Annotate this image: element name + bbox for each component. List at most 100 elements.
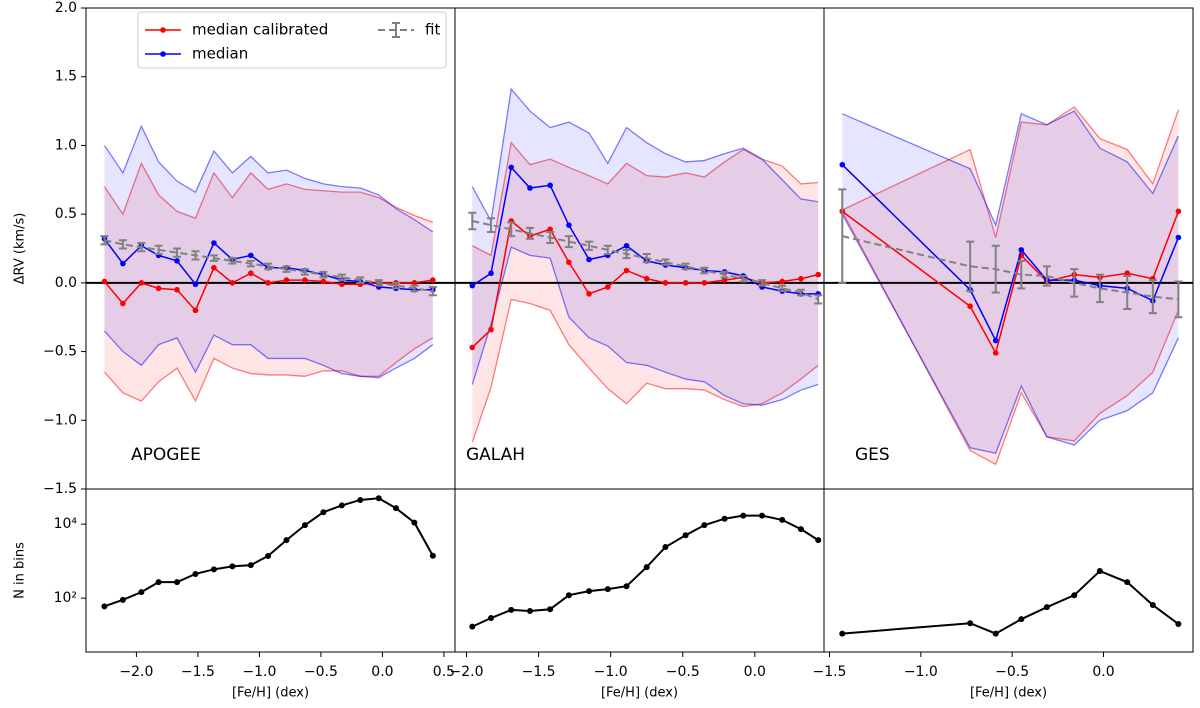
- count-point: [429, 552, 436, 559]
- count-point: [662, 544, 669, 551]
- error-bar: [796, 288, 805, 297]
- band-edge: [471, 87, 819, 224]
- count-point: [1124, 579, 1131, 586]
- count-point: [210, 566, 217, 573]
- error-bar: [1017, 259, 1026, 290]
- error-bar: [622, 248, 631, 260]
- band-fill: [472, 89, 819, 406]
- count-point: [547, 606, 554, 613]
- median-point: [339, 281, 345, 288]
- error-bar: [487, 217, 496, 234]
- x-tick-label: −1.0: [594, 664, 628, 680]
- band-edge: [103, 124, 434, 233]
- median-point: [992, 350, 999, 356]
- count-point: [229, 563, 236, 570]
- x-tick-label: −1.0: [242, 664, 276, 680]
- median-point: [967, 303, 973, 310]
- count-point: [247, 562, 254, 569]
- count-point: [469, 623, 476, 630]
- band-fill: [472, 142, 819, 443]
- error-bar: [282, 265, 291, 273]
- legend-label: fit: [425, 21, 440, 39]
- median-point: [192, 307, 199, 314]
- median-point: [155, 285, 162, 292]
- band-edge: [103, 330, 434, 379]
- fit-line: [842, 235, 1179, 301]
- panel-frame: [85, 488, 456, 653]
- error-bar: [1095, 273, 1104, 304]
- x-tick-label: −1.5: [522, 664, 556, 680]
- x-tick-label: 0.5: [433, 664, 455, 680]
- x-tick-label: −0.5: [304, 664, 338, 680]
- median-point: [1175, 208, 1182, 215]
- error-bar: [814, 294, 823, 305]
- error-bar: [468, 211, 477, 231]
- band-edge: [842, 110, 1179, 228]
- y-axis-label: ΔRV (km/s): [13, 213, 28, 285]
- count-point: [992, 630, 999, 637]
- band-fill: [104, 126, 433, 378]
- median-point: [265, 280, 271, 286]
- count-point: [1043, 604, 1050, 611]
- median-point: [1018, 247, 1025, 253]
- error-bar: [700, 266, 709, 275]
- error-bar: [1174, 280, 1183, 319]
- median-point: [566, 259, 572, 266]
- error-bar: [137, 242, 146, 253]
- count-point: [701, 522, 708, 529]
- count-point: [192, 570, 199, 577]
- y-tick-label: −1.5: [43, 481, 77, 497]
- median-point: [547, 226, 553, 233]
- error-bar: [525, 226, 534, 240]
- median-point: [586, 256, 592, 263]
- count-point: [1175, 620, 1182, 627]
- count-point: [797, 526, 804, 533]
- error-bar: [966, 240, 975, 293]
- median-point: [586, 291, 592, 297]
- median-point: [566, 222, 572, 228]
- median-point: [1175, 234, 1182, 241]
- median-point: [469, 282, 476, 289]
- panel-label: GES: [855, 445, 890, 465]
- band-edge: [471, 246, 819, 406]
- count-point: [508, 606, 515, 613]
- error-bar: [319, 270, 328, 279]
- median-point: [662, 280, 669, 286]
- count-point: [411, 519, 418, 526]
- error-bar: [191, 250, 200, 261]
- error-bar: [642, 252, 651, 264]
- count-point: [565, 592, 572, 599]
- y-axis-label: N in bins: [13, 542, 28, 599]
- median-point: [815, 271, 822, 278]
- median-point: [192, 281, 199, 288]
- band-fill: [842, 106, 1179, 465]
- median-point: [508, 164, 515, 171]
- median-point: [320, 278, 327, 285]
- error-bar: [1123, 274, 1132, 310]
- panel-frame: [823, 488, 1194, 653]
- median-point: [1124, 270, 1131, 277]
- y-tick-label: 2.0: [55, 0, 77, 16]
- count-point: [721, 515, 728, 522]
- count-point: [740, 512, 747, 519]
- x-tick-label: −2.0: [450, 664, 484, 680]
- error-bar: [410, 284, 419, 293]
- error-bar: [1148, 279, 1157, 315]
- median-point: [174, 258, 180, 264]
- y-tick-label: 1.0: [55, 137, 77, 153]
- error-bar: [374, 279, 383, 287]
- error-bar: [428, 285, 437, 297]
- count-point: [586, 588, 593, 595]
- median-point: [604, 284, 611, 290]
- error-bar: [264, 262, 273, 271]
- count-point: [488, 615, 495, 622]
- median-point: [101, 278, 108, 285]
- count-line: [471, 514, 819, 628]
- count-point: [815, 537, 822, 544]
- band-edge: [841, 106, 1180, 238]
- error-bar: [246, 259, 255, 268]
- median-point: [992, 337, 999, 344]
- legend: median calibrated median fit: [137, 11, 447, 69]
- error-bar: [778, 284, 787, 293]
- error-bar: [228, 257, 237, 265]
